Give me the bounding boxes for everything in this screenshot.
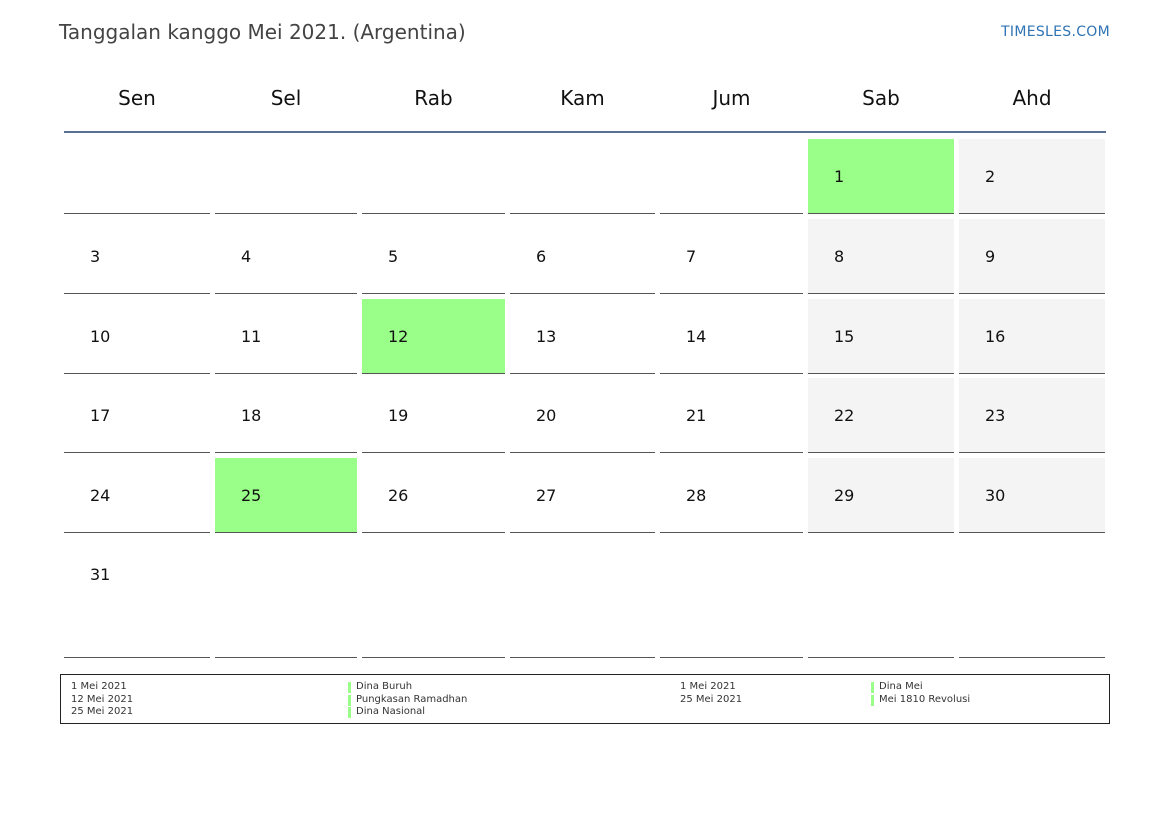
day-cell[interactable]: 15 bbox=[808, 299, 954, 374]
legend-dates-column-2: 1 Mei 2021 25 Mei 2021 bbox=[680, 681, 742, 706]
day-cell[interactable]: 1 bbox=[808, 139, 954, 214]
day-cell[interactable]: 20 bbox=[510, 378, 655, 453]
day-cell[interactable]: 19 bbox=[362, 378, 505, 453]
day-number: 2 bbox=[985, 167, 996, 186]
day-cell[interactable]: 12 bbox=[362, 299, 505, 374]
empty-day-cell bbox=[64, 139, 210, 214]
weekday-header: Kam bbox=[560, 86, 605, 110]
day-number: 21 bbox=[686, 406, 707, 425]
legend-dates-column-1: 1 Mei 2021 12 Mei 2021 25 Mei 2021 bbox=[71, 681, 133, 719]
day-number: 3 bbox=[90, 247, 101, 266]
day-number: 9 bbox=[985, 247, 996, 266]
day-number: 15 bbox=[834, 327, 855, 346]
day-cell[interactable]: 31 bbox=[64, 537, 210, 658]
page-title: Tanggalan kanggo Mei 2021. (Argentina) bbox=[59, 20, 466, 44]
day-number: 8 bbox=[834, 247, 845, 266]
day-number: 19 bbox=[388, 406, 409, 425]
empty-day-cell bbox=[362, 139, 505, 214]
day-cell[interactable]: 3 bbox=[64, 219, 210, 294]
legend-names-column-2: Dina Mei Mei 1810 Revolusi bbox=[871, 681, 970, 706]
legend-names-column-1: Dina Buruh Pungkasan Ramadhan Dina Nasiona… bbox=[348, 681, 467, 719]
day-number: 22 bbox=[834, 406, 855, 425]
empty-day-cell bbox=[510, 139, 655, 214]
day-cell[interactable]: 24 bbox=[64, 458, 210, 533]
brand-link[interactable]: TIMESLES.COM bbox=[1001, 24, 1110, 40]
empty-day-cell bbox=[215, 139, 357, 214]
day-cell[interactable]: 23 bbox=[959, 378, 1105, 453]
legend-entry: Pungkasan Ramadhan bbox=[348, 694, 467, 707]
day-cell[interactable]: 17 bbox=[64, 378, 210, 453]
day-cell[interactable]: 25 bbox=[215, 458, 357, 533]
empty-day-cell bbox=[660, 139, 803, 214]
weekday-header: Sel bbox=[270, 86, 302, 110]
day-number: 25 bbox=[241, 486, 262, 505]
day-number: 18 bbox=[241, 406, 262, 425]
day-number: 10 bbox=[90, 327, 111, 346]
day-cell[interactable]: 2 bbox=[959, 139, 1105, 214]
day-number: 1 bbox=[834, 167, 845, 186]
legend-entry: Dina Buruh bbox=[348, 681, 467, 694]
weekday-header: Ahd bbox=[1012, 86, 1052, 110]
empty-day-cell bbox=[362, 537, 505, 658]
day-number: 26 bbox=[388, 486, 409, 505]
day-number: 24 bbox=[90, 486, 111, 505]
day-number: 20 bbox=[536, 406, 557, 425]
weekday-header: Sen bbox=[118, 86, 156, 110]
legend-entry: Mei 1810 Revolusi bbox=[871, 694, 970, 707]
day-cell[interactable]: 18 bbox=[215, 378, 357, 453]
day-number: 28 bbox=[686, 486, 707, 505]
day-number: 13 bbox=[536, 327, 557, 346]
holiday-legend: 1 Mei 2021 12 Mei 2021 25 Mei 2021 Dina Bu… bbox=[60, 674, 1110, 724]
empty-day-cell bbox=[808, 537, 954, 658]
legend-entry: Dina Nasional bbox=[348, 706, 467, 719]
day-cell[interactable]: 29 bbox=[808, 458, 954, 533]
day-number: 27 bbox=[536, 486, 557, 505]
day-cell[interactable]: 10 bbox=[64, 299, 210, 374]
empty-day-cell bbox=[660, 537, 803, 658]
weekday-header: Rab bbox=[414, 86, 453, 110]
day-cell[interactable]: 5 bbox=[362, 219, 505, 294]
legend-entry: 1 Mei 2021 bbox=[71, 681, 127, 692]
day-number: 7 bbox=[686, 247, 697, 266]
day-number: 23 bbox=[985, 406, 1006, 425]
day-number: 30 bbox=[985, 486, 1006, 505]
day-cell[interactable]: 8 bbox=[808, 219, 954, 294]
weekday-header-row: Sen Sel Rab Kam Jum Sab Ahd bbox=[64, 82, 1106, 116]
empty-day-cell bbox=[215, 537, 357, 658]
day-number: 4 bbox=[241, 247, 252, 266]
weekday-header: Jum bbox=[712, 86, 751, 110]
day-cell[interactable]: 30 bbox=[959, 458, 1105, 533]
day-cell[interactable]: 27 bbox=[510, 458, 655, 533]
day-number: 6 bbox=[536, 247, 547, 266]
day-cell[interactable]: 26 bbox=[362, 458, 505, 533]
legend-entry: 12 Mei 2021 bbox=[71, 693, 134, 705]
day-number: 11 bbox=[241, 327, 262, 346]
day-cell[interactable]: 9 bbox=[959, 219, 1105, 294]
legend-entry: 25 Mei 2021 bbox=[71, 706, 134, 717]
legend-entry: Dina Mei bbox=[871, 681, 970, 694]
day-cell[interactable]: 28 bbox=[660, 458, 803, 533]
empty-day-cell bbox=[959, 537, 1105, 658]
day-cell[interactable]: 11 bbox=[215, 299, 357, 374]
day-cell[interactable]: 21 bbox=[660, 378, 803, 453]
day-number: 16 bbox=[985, 327, 1006, 346]
day-number: 31 bbox=[90, 565, 111, 584]
day-number: 14 bbox=[686, 327, 707, 346]
day-cell[interactable]: 7 bbox=[660, 219, 803, 294]
day-cell[interactable]: 4 bbox=[215, 219, 357, 294]
day-cell[interactable]: 13 bbox=[510, 299, 655, 374]
header-divider bbox=[64, 131, 1106, 133]
day-number: 12 bbox=[388, 327, 409, 346]
day-cell[interactable]: 6 bbox=[510, 219, 655, 294]
legend-entry: 25 Mei 2021 bbox=[680, 693, 743, 705]
day-number: 5 bbox=[388, 247, 399, 266]
day-cell[interactable]: 14 bbox=[660, 299, 803, 374]
empty-day-cell bbox=[510, 537, 655, 658]
day-cell[interactable]: 16 bbox=[959, 299, 1105, 374]
legend-entry: 1 Mei 2021 bbox=[680, 681, 736, 692]
day-number: 29 bbox=[834, 486, 855, 505]
weekday-header: Sab bbox=[862, 86, 900, 110]
day-cell[interactable]: 22 bbox=[808, 378, 954, 453]
day-number: 17 bbox=[90, 406, 111, 425]
